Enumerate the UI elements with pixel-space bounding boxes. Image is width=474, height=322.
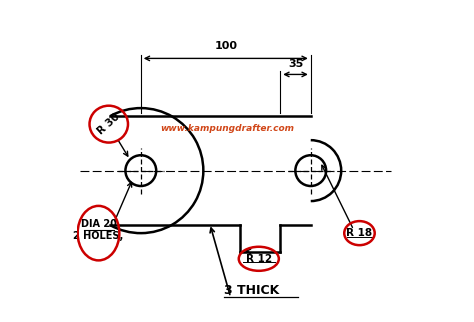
Text: 3 THICK: 3 THICK	[224, 284, 279, 297]
Text: R 18: R 18	[346, 228, 373, 238]
Text: www.kampungdrafter.com: www.kampungdrafter.com	[160, 124, 294, 133]
Text: R 12: R 12	[246, 254, 272, 264]
Text: 100: 100	[214, 41, 237, 51]
Text: R 30: R 30	[96, 112, 122, 137]
Text: 35: 35	[288, 59, 303, 69]
Text: DIA 20: DIA 20	[81, 219, 117, 229]
Text: 2 HOLES,: 2 HOLES,	[73, 231, 124, 242]
